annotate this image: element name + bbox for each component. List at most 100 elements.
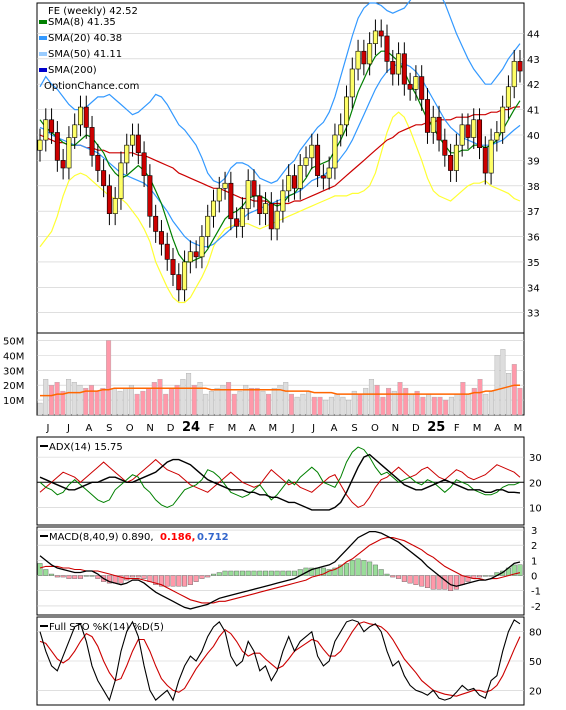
macd-histogram-bar xyxy=(320,567,326,576)
volume-bar xyxy=(517,387,523,416)
macd-histogram-bar xyxy=(263,570,269,576)
macd-histogram-bar xyxy=(153,575,159,585)
volume-bar xyxy=(117,390,123,416)
macd-y-tick-label: 1 xyxy=(531,556,537,567)
candle-body xyxy=(228,182,234,220)
candle-body xyxy=(396,53,402,75)
macd-histogram-bar xyxy=(170,575,176,587)
candle-body xyxy=(141,152,147,176)
candle-body xyxy=(106,185,112,214)
volume-bar xyxy=(197,382,203,416)
volume-bar xyxy=(494,355,500,416)
volume-bar xyxy=(174,384,180,416)
macd-y-tick-label: -1 xyxy=(531,587,541,598)
adx-y-tick-label: 10 xyxy=(529,503,542,514)
volume-bar xyxy=(454,393,460,416)
macd-histogram-bar xyxy=(112,575,118,584)
candle-body xyxy=(83,106,89,128)
candle-body xyxy=(280,190,286,212)
volume-bar xyxy=(294,396,300,416)
macd-histogram-bar xyxy=(193,575,199,582)
price-y-tick-label: 35 xyxy=(527,258,540,269)
candle-body xyxy=(488,139,494,174)
candle-body xyxy=(505,86,511,108)
adx-y-tick-label: 20 xyxy=(529,478,542,489)
sto-y-tick-label: 80 xyxy=(529,628,542,639)
volume-bar xyxy=(311,396,317,416)
volume-bar xyxy=(420,396,426,416)
legend-sma200: SMA(200) xyxy=(48,65,97,76)
candle-body xyxy=(274,210,280,230)
x-tick-label: D xyxy=(167,423,175,434)
sto-panel: 80 50 20 Full STO %K(14) %D(5) xyxy=(36,616,542,706)
candle-body xyxy=(401,53,407,85)
volume-bar xyxy=(60,390,66,416)
macd-histogram-bar xyxy=(182,575,188,587)
legend-sma8: SMA(8) 41.35 xyxy=(48,17,116,28)
macd-histogram-bar xyxy=(396,575,402,579)
adx-line xyxy=(39,453,521,511)
candle-body xyxy=(251,180,257,197)
candle-body xyxy=(511,61,517,88)
volume-bar xyxy=(43,379,49,416)
macd-histogram-bar xyxy=(257,570,263,576)
volume-bar xyxy=(128,384,134,416)
volume-bar xyxy=(403,387,409,416)
candle-body xyxy=(268,203,274,230)
sto-title: Full STO %K(14) %D(5) xyxy=(49,622,164,633)
volume-bar xyxy=(54,382,60,416)
macd-histogram-bar xyxy=(164,575,170,587)
volume-bar xyxy=(460,382,466,416)
price-y-tick-label: 43 xyxy=(527,55,540,66)
adx-title: ADX(14) 15.75 xyxy=(49,442,123,453)
volume-bar xyxy=(340,396,346,416)
x-tick-label: M xyxy=(514,423,523,434)
macd-histogram-bar xyxy=(83,575,89,577)
volume-bar xyxy=(306,390,312,416)
volume-bar xyxy=(48,384,54,416)
price-y-tick-label: 41 xyxy=(527,106,540,117)
volume-bar xyxy=(471,387,477,416)
volume-bar xyxy=(83,387,89,416)
volume-bar xyxy=(220,384,226,416)
macd-histogram-bar xyxy=(37,563,43,576)
volume-bar xyxy=(300,393,306,416)
volume-bar xyxy=(231,393,237,416)
macd-histogram-bar xyxy=(338,564,344,576)
macd-panel: 3 2 1 0 -1 -2 MACD(8,40,9) 0.890, 0.186, 0.71… xyxy=(36,526,541,616)
candle-body xyxy=(320,175,326,179)
macd-histogram-bar xyxy=(442,575,448,590)
volume-bar xyxy=(511,364,517,416)
volume-bar xyxy=(271,387,277,416)
macd-histogram-bar xyxy=(77,575,83,579)
chart-title: FE (weekly) 42.52 xyxy=(48,6,138,17)
candle-body xyxy=(355,50,361,70)
volume-bar xyxy=(437,396,443,416)
candle-body xyxy=(297,165,303,189)
macd-histogram-bar xyxy=(89,575,95,577)
candle-body xyxy=(170,259,176,275)
legend-swatch-sma8 xyxy=(39,20,47,24)
volume-bar xyxy=(323,399,329,416)
volume-bar xyxy=(431,396,437,416)
candle-body xyxy=(477,119,483,148)
x-tick-label: M xyxy=(268,423,277,434)
bollinger-upper-line xyxy=(39,0,521,184)
macd-histogram-bar xyxy=(477,575,483,578)
volume-bar xyxy=(186,373,192,416)
candle-body xyxy=(77,106,83,126)
macd-histogram-bar xyxy=(378,569,384,576)
volume-bar xyxy=(254,387,260,416)
candle-body xyxy=(442,139,448,156)
macd-hist-value: 0.712 xyxy=(197,532,229,543)
volume-y-tick-label: 20M xyxy=(3,381,24,392)
volume-bar xyxy=(380,396,386,416)
macd-histogram-bar xyxy=(216,572,222,576)
x-tick-label: O xyxy=(126,423,134,434)
macd-y-tick-label: 2 xyxy=(531,541,537,552)
volume-bar xyxy=(506,373,512,416)
candle-body xyxy=(378,30,384,37)
candle-body xyxy=(384,35,390,62)
candle-body xyxy=(424,99,430,133)
